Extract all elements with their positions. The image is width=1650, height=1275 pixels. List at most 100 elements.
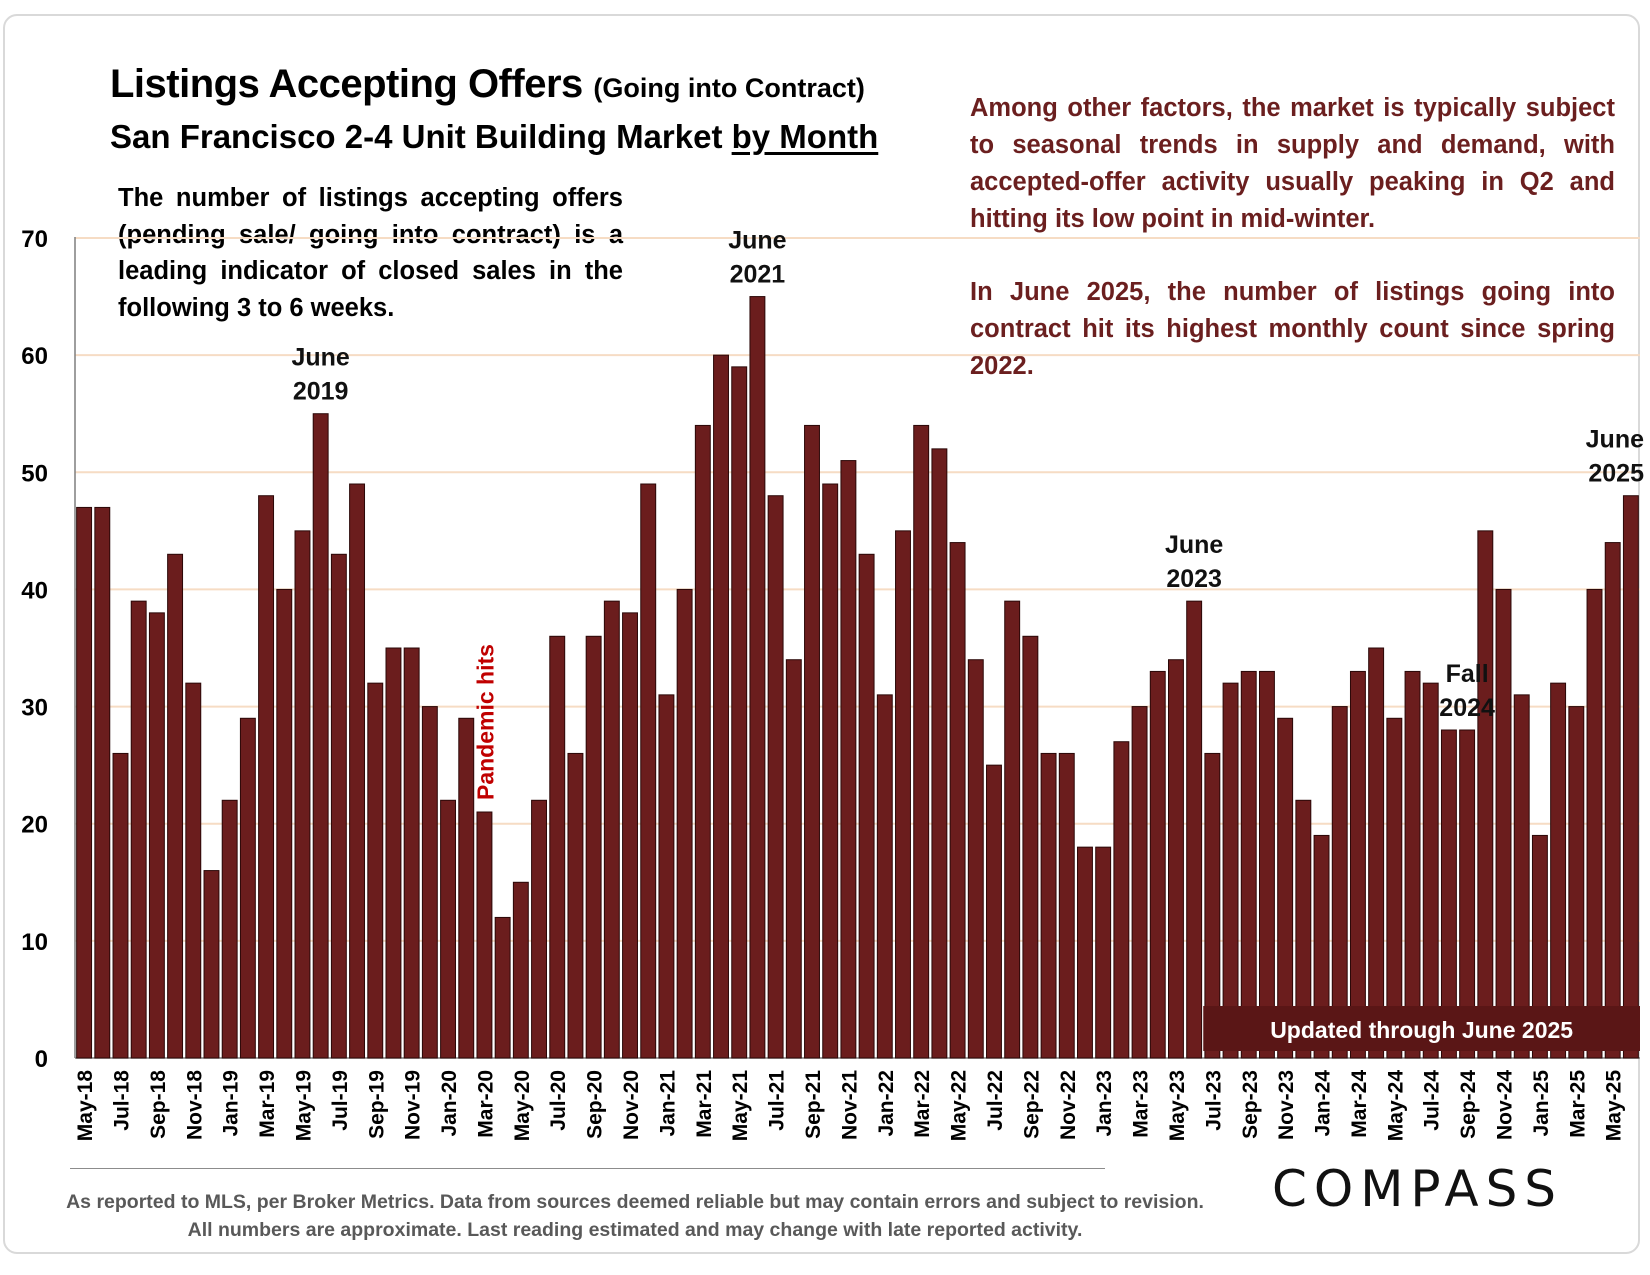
x-tick-label: Mar-24 xyxy=(1348,1070,1371,1138)
bar-Sep-23 xyxy=(1240,670,1257,1059)
x-tick-label: Mar-23 xyxy=(1130,1070,1153,1138)
bar-Nov-22 xyxy=(1058,752,1075,1059)
bar-Apr-22 xyxy=(931,448,948,1059)
bar-Feb-25 xyxy=(1550,682,1567,1059)
bar-Oct-23 xyxy=(1258,670,1275,1059)
x-tick-label: Nov-20 xyxy=(620,1070,643,1140)
x-tick-label: Jul-21 xyxy=(766,1070,789,1131)
chart-subtitle: San Francisco 2-4 Unit Building Market b… xyxy=(110,118,879,155)
bar-Dec-21 xyxy=(858,553,875,1059)
banner-background xyxy=(1203,1006,1640,1051)
y-tick-label: 40 xyxy=(21,577,48,604)
x-tick-label: May-19 xyxy=(292,1070,315,1141)
bar-Feb-22 xyxy=(895,530,911,1059)
bar-Jul-18 xyxy=(112,752,129,1059)
bar-May-24 xyxy=(1386,717,1403,1059)
bar-Apr-23 xyxy=(1149,670,1166,1059)
x-tick-label: Jul-19 xyxy=(329,1070,352,1131)
annotation-Jun-25: June 2025 xyxy=(1586,426,1644,488)
bar-Aug-20 xyxy=(567,752,584,1059)
bar-Mar-19 xyxy=(258,495,275,1059)
bar-May-25 xyxy=(1604,542,1621,1059)
bar-Sep-19 xyxy=(367,682,384,1059)
bar-Mar-22 xyxy=(913,424,930,1059)
bar-Jan-20 xyxy=(440,799,457,1059)
bar-May-21 xyxy=(731,366,748,1059)
y-tick-label: 0 xyxy=(35,1046,48,1073)
bar-Feb-24 xyxy=(1331,706,1348,1059)
bar-Jul-20 xyxy=(549,635,566,1059)
bar-Dec-18 xyxy=(203,870,220,1059)
source-footnote: As reported to MLS, per Broker Metrics. … xyxy=(66,1191,1204,1241)
bar-May-22 xyxy=(949,542,966,1059)
bar-May-19 xyxy=(294,530,311,1059)
annotation-line: 2025 xyxy=(1588,460,1644,488)
bar-Jul-22 xyxy=(986,764,1002,1059)
annotation-Jun-21: June 2021 xyxy=(728,227,786,289)
bar-Dec-23 xyxy=(1295,799,1312,1059)
x-tick-label: Jan-25 xyxy=(1530,1070,1553,1137)
x-tick-label: May-18 xyxy=(74,1070,97,1142)
annotation-line: Fall xyxy=(1446,660,1489,688)
x-tick-label: May-24 xyxy=(1384,1070,1407,1142)
annotation-line: June xyxy=(1165,531,1223,559)
bar-Feb-21 xyxy=(676,588,693,1059)
bar-Nov-18 xyxy=(185,682,202,1059)
x-tick-label: Sep-21 xyxy=(802,1070,825,1139)
bar-Feb-20 xyxy=(458,717,475,1059)
bar-Jan-24 xyxy=(1313,834,1330,1059)
bar-Mar-20 xyxy=(476,811,493,1059)
bar-Nov-19 xyxy=(403,647,420,1059)
x-tick-label: Nov-23 xyxy=(1275,1070,1298,1140)
bar-Jun-20 xyxy=(531,799,548,1059)
bar-Jun-25 xyxy=(1622,495,1639,1059)
bar-Apr-20 xyxy=(494,916,511,1059)
x-tick-label: May-20 xyxy=(511,1070,534,1141)
bar-Feb-19 xyxy=(239,717,256,1059)
x-tick-label: Jan-20 xyxy=(438,1070,461,1137)
footer-divider xyxy=(70,1168,1105,1169)
y-tick-label: 10 xyxy=(21,929,48,956)
bar-Aug-23 xyxy=(1222,682,1239,1059)
bar-May-23 xyxy=(1167,659,1184,1059)
x-tick-label: Jul-22 xyxy=(984,1070,1007,1131)
x-tick-label: Mar-25 xyxy=(1566,1070,1589,1138)
x-tick-label: Jul-23 xyxy=(1202,1070,1225,1131)
bar-Jan-22 xyxy=(876,694,893,1059)
x-tick-label: Sep-22 xyxy=(1020,1070,1043,1139)
compass-logo: COMPASS xyxy=(1272,1160,1564,1218)
x-tick-label: Jan-19 xyxy=(220,1070,243,1137)
x-tick-label: Mar-22 xyxy=(911,1070,934,1138)
bar-May-18 xyxy=(76,506,93,1059)
bar-Jan-25 xyxy=(1531,834,1548,1059)
x-tick-label: Jul-20 xyxy=(547,1070,570,1131)
y-tick-label: 60 xyxy=(21,343,48,370)
bar-Apr-25 xyxy=(1586,588,1603,1059)
updated-banner: Updated through June 2025 xyxy=(1203,1006,1640,1051)
bar-Nov-24 xyxy=(1495,588,1512,1059)
bar-Sep-21 xyxy=(804,424,820,1059)
annotation-line: 2021 xyxy=(730,261,786,289)
bar-Aug-22 xyxy=(1004,600,1021,1059)
bar-Nov-23 xyxy=(1277,717,1294,1059)
annotation-Jun-19: June 2019 xyxy=(291,344,349,406)
bar-Jul-23 xyxy=(1204,752,1221,1059)
june-2025-paragraph: In June 2025, the number of listings goi… xyxy=(970,278,1615,380)
x-tick-label: Nov-24 xyxy=(1494,1070,1517,1140)
bar-Aug-21 xyxy=(785,659,802,1059)
bar-Sep-24 xyxy=(1459,729,1476,1059)
bar-Dec-22 xyxy=(1077,846,1093,1059)
bar-Jul-19 xyxy=(330,553,347,1059)
bar-Sep-18 xyxy=(148,612,165,1059)
bar-Jun-22 xyxy=(967,659,984,1059)
x-tick-label: Jan-23 xyxy=(1093,1070,1116,1137)
banner-text: Updated through June 2025 xyxy=(1270,1017,1573,1043)
x-tick-label: Jan-22 xyxy=(875,1070,898,1137)
bar-Sep-22 xyxy=(1022,635,1039,1059)
seasonal-paragraph: Among other factors, the market is typic… xyxy=(970,94,1615,233)
bar-Aug-19 xyxy=(349,483,366,1059)
bar-Jun-19 xyxy=(312,413,329,1059)
bar-Jun-21 xyxy=(749,296,766,1059)
x-tick-label: May-25 xyxy=(1603,1070,1626,1142)
